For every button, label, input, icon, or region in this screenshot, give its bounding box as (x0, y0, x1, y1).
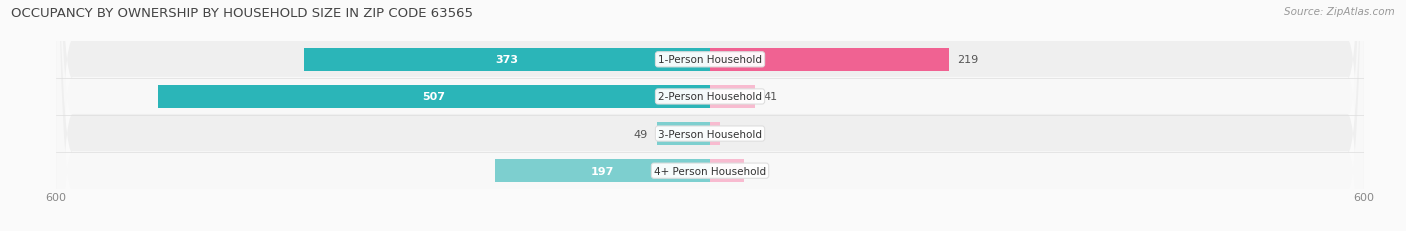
Text: 197: 197 (591, 166, 614, 176)
FancyBboxPatch shape (56, 0, 1364, 231)
Text: 219: 219 (957, 55, 979, 65)
Text: 373: 373 (495, 55, 519, 65)
Text: 3-Person Household: 3-Person Household (658, 129, 762, 139)
Text: 4+ Person Household: 4+ Person Household (654, 166, 766, 176)
FancyBboxPatch shape (56, 0, 1364, 231)
Text: 2-Person Household: 2-Person Household (658, 92, 762, 102)
Bar (710, 85, 755, 109)
Bar (710, 159, 744, 182)
Text: 49: 49 (634, 129, 648, 139)
Text: 31: 31 (752, 166, 766, 176)
Bar (157, 85, 710, 109)
Text: Source: ZipAtlas.com: Source: ZipAtlas.com (1284, 7, 1395, 17)
Bar (304, 49, 710, 72)
Text: 1-Person Household: 1-Person Household (658, 55, 762, 65)
FancyBboxPatch shape (56, 0, 1364, 231)
FancyBboxPatch shape (56, 0, 1364, 231)
Bar (710, 122, 720, 146)
Text: 507: 507 (422, 92, 446, 102)
Bar (495, 159, 710, 182)
Text: 9: 9 (728, 129, 735, 139)
Text: 41: 41 (763, 92, 778, 102)
Bar (657, 122, 710, 146)
Bar (710, 49, 949, 72)
Text: OCCUPANCY BY OWNERSHIP BY HOUSEHOLD SIZE IN ZIP CODE 63565: OCCUPANCY BY OWNERSHIP BY HOUSEHOLD SIZE… (11, 7, 474, 20)
